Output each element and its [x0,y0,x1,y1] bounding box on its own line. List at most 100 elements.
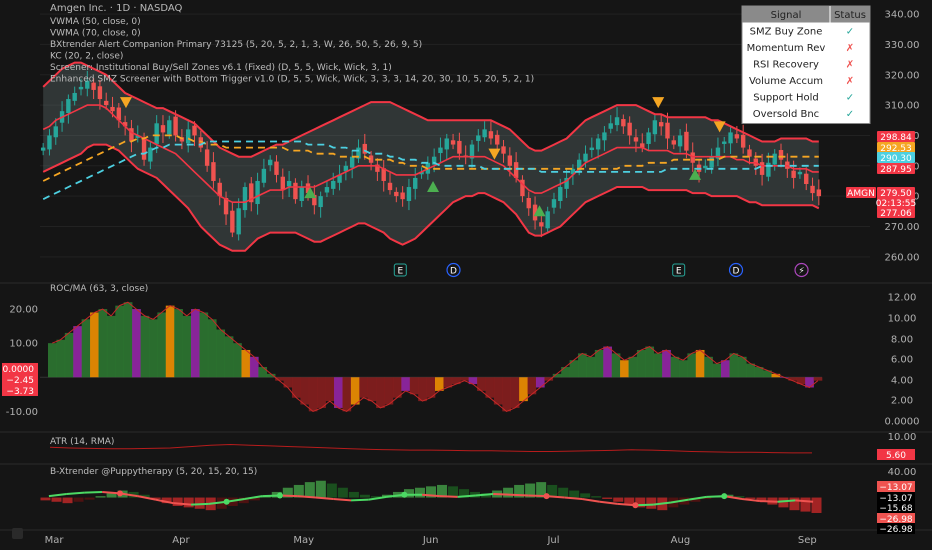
roc-bar [300,377,310,405]
candle-body [444,138,449,150]
price-tag-label: 02:13:55 [876,199,916,209]
bxtrender-right-tick-label: 40.00 [888,467,917,478]
bxtrender-osc-segment [48,493,67,498]
bxtrender-value-tag-label: −15.68 [879,504,913,514]
candle-body [47,135,52,150]
candle-body [419,171,424,175]
signal-table-header-bg [742,6,830,23]
candle-body [772,153,777,165]
candle-body [211,162,216,181]
roc-bar [578,353,587,378]
candle-body [375,164,380,172]
roc-bar [317,377,326,408]
zoom-badge [12,528,23,539]
roc-value-tag-label: 0.0000 [3,365,35,375]
bxtrender-osc-segment [670,498,689,504]
roc-bar [115,305,125,378]
signal-table-header-bg [830,6,870,23]
roc-bar [409,377,419,395]
price-tag-label: 292.53 [880,144,912,154]
time-axis-label: Jun [422,535,439,546]
roc-bar [552,373,562,378]
bxtrender-bar [84,497,95,500]
bxtrender-osc-dot [223,498,230,505]
split-marker-label: ⚡ [798,267,804,277]
candle-body [627,122,632,136]
bxtrender-osc-dot [276,492,283,499]
price-tag-label: 277.06 [880,209,912,219]
bxtrender-osc-segment [599,500,618,505]
candle-body [450,140,456,145]
bxtrender-osc-segment [137,495,156,501]
candle-body [722,141,727,144]
roc-bar [443,377,453,388]
roc-bar [325,377,335,402]
roc-bar [199,312,209,378]
candle-body [564,177,569,189]
roc-bar [544,377,554,381]
candle-body [230,210,235,233]
candle-body [640,143,645,148]
bxtrender-bar [172,497,183,506]
signal-table-row-status: ✓ [846,109,854,120]
bxtrender-value-tag-label: −26.98 [879,515,913,525]
candle-body [261,168,267,183]
bxtrender-bar [690,497,701,502]
bxtrender-bar [51,497,62,502]
bxtrender-osc-dot [632,502,639,509]
price-tag-label: 298.84 [880,133,912,143]
candle-body [652,120,658,135]
candle-body [747,149,752,157]
candle-body [551,199,557,208]
candle-body [343,165,349,172]
bxtrender-osc-segment [333,497,352,502]
candle-body [186,129,191,144]
candle-body [160,125,166,133]
bxtrender-bar [602,497,613,499]
price-tick-label: 310.00 [885,101,920,112]
candle-body [577,159,582,171]
time-axis-label: Mar [45,535,65,546]
bxtrender-bar [304,482,315,498]
dividend-marker-label: D [733,267,740,277]
bxtrender-bar [249,497,260,501]
candle-body [299,187,304,201]
bxtrender-osc-segment [244,495,263,500]
bxtrender-osc-segment [653,501,672,506]
roc-bar [165,305,175,378]
bxtrender-bar [315,480,326,498]
candle-body [173,116,178,136]
dividend-marker-label: D [450,267,457,277]
bxtrender-bar [40,497,51,501]
roc-bar [342,377,352,412]
bxtrender-bar [403,489,414,498]
signal-table-row-status: ✓ [846,93,854,104]
bxtrender-osc-dot [116,490,123,497]
candle-body [40,147,46,151]
candle-body [684,131,689,151]
bxtrender-bar [139,494,150,498]
indicator-legend-entry: Enhanced SMZ Screener with Bottom Trigge… [50,75,534,85]
roc-bar [695,349,705,378]
roc-value-tag-label: −3.73 [6,387,34,397]
roc-panel-title: ROC/MA (63, 3, close) [50,284,148,294]
price-tag-label: 290.30 [880,154,912,164]
candle-body [394,191,399,197]
bxtrender-osc-segment [688,495,707,501]
candle-body [116,107,122,121]
chart-title: Amgen Inc. · 1D · NASDAQ [50,3,183,14]
bxtrender-osc-segment [191,502,209,506]
atr-value-tag-label: 5.60 [886,451,906,461]
bxtrender-osc-segment [439,495,458,498]
candle-body [242,187,248,211]
bxtrender-bar [624,497,635,505]
roc-bar [207,319,217,378]
roc-bar [645,346,655,378]
candle-body [167,120,172,135]
candle-body [148,147,153,162]
roc-bar [468,377,478,385]
bxtrender-osc-dot [543,493,550,500]
roc-bar [796,377,806,385]
roc-right-tick-label: 6.00 [891,355,913,366]
